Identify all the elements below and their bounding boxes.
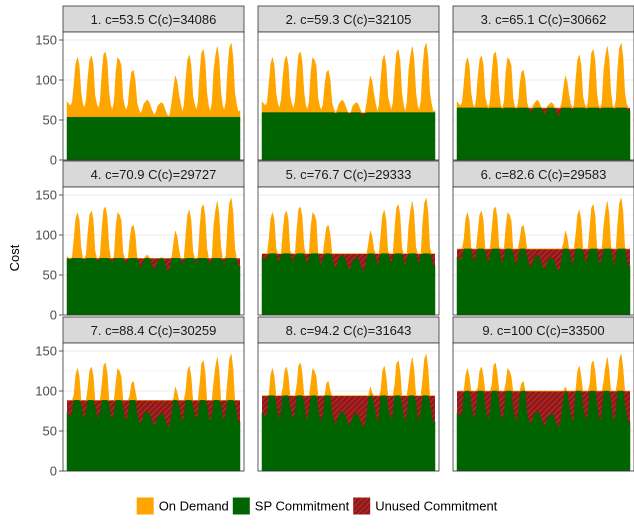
sp-commitment-area <box>66 400 241 472</box>
facet-panel-1: 1. c=53.5 C(c)=34086 <box>62 5 245 161</box>
sp-commitment-area <box>456 107 631 161</box>
panel-border <box>452 342 634 472</box>
panels-layer: 1. c=53.5 C(c)=34086 2. c=59.3 C(c)=32105… <box>62 5 634 472</box>
panel-border <box>452 186 634 316</box>
sp-commitment-area <box>261 112 436 161</box>
y-tick-label: 0 <box>50 308 57 323</box>
facet-strip-label: 1. c=53.5 C(c)=34086 <box>91 12 217 27</box>
sp-commitment-area <box>261 395 436 472</box>
facet-panel-6: 6. c=82.6 C(c)=29583 <box>452 160 634 316</box>
legend-swatch-sp-commitment <box>232 497 250 515</box>
y-tick-label: 150 <box>35 344 57 359</box>
facet-panel-4: 4. c=70.9 C(c)=29727 <box>62 160 245 316</box>
facet-strip <box>257 160 440 188</box>
facet-strip-label: 6. c=82.6 C(c)=29583 <box>481 167 607 182</box>
on-demand-area <box>456 43 630 109</box>
facet-strip-label: 2. c=59.3 C(c)=32105 <box>286 12 412 27</box>
facet-strip-label: 9. c=100 C(c)=33500 <box>482 323 604 338</box>
facet-strip-label: 7. c=88.4 C(c)=30259 <box>91 323 217 338</box>
y-tick-label: 100 <box>35 73 57 88</box>
facet-strip-label: 4. c=70.9 C(c)=29727 <box>91 167 217 182</box>
y-tick-label: 0 <box>50 153 57 168</box>
sp-commitment-area <box>261 253 436 316</box>
y-axis-title: Cost <box>7 244 22 271</box>
y-tick-label: 100 <box>35 228 57 243</box>
legend-label-on-demand: On Demand <box>159 499 229 514</box>
legend-label-sp-commitment: SP Commitment <box>255 499 350 514</box>
panel-border <box>257 31 440 161</box>
y-tick-label: 50 <box>43 424 57 439</box>
panel-border <box>62 342 245 472</box>
panel-border <box>62 186 245 316</box>
facet-panel-8: 8. c=94.2 C(c)=31643 <box>257 316 440 472</box>
y-tick-label: 150 <box>35 33 57 48</box>
on-demand-area <box>66 43 241 118</box>
y-tick-label: 50 <box>43 113 57 128</box>
facet-panel-9: 9. c=100 C(c)=33500 <box>452 316 634 472</box>
on-demand-area <box>262 354 435 396</box>
facet-panel-7: 7. c=88.4 C(c)=30259 <box>62 316 245 472</box>
panel-border <box>257 186 440 316</box>
panel-border <box>62 31 245 161</box>
facet-strip <box>62 5 245 33</box>
y-axis-layer: 0 50 100 150 0 50 100 150 0 50 100 150 <box>35 33 63 479</box>
legend-swatch-unused-commitment <box>353 497 371 515</box>
on-demand-area <box>66 198 240 259</box>
facet-strip <box>62 160 245 188</box>
on-demand-area <box>67 354 240 401</box>
y-tick-label: 50 <box>43 268 57 283</box>
facet-panel-3: 3. c=65.1 C(c)=30662 <box>452 5 634 161</box>
sp-commitment-area <box>66 257 241 316</box>
facet-strip <box>257 5 440 33</box>
sp-commitment-area <box>456 390 631 472</box>
facet-panel-5: 5. c=76.7 C(c)=29333 <box>257 160 440 316</box>
panel-border <box>257 342 440 472</box>
facet-panel-2: 2. c=59.3 C(c)=32105 <box>257 5 440 161</box>
legend-label-unused-commitment: Unused Commitment <box>375 499 497 514</box>
sp-commitment-area <box>456 248 631 316</box>
facet-strip-label: 5. c=76.7 C(c)=29333 <box>286 167 412 182</box>
legend: On Demand SP Commitment Unused Commitment <box>136 497 498 515</box>
y-tick-label: 150 <box>35 188 57 203</box>
facet-strip-label: 8. c=94.2 C(c)=31643 <box>286 323 412 338</box>
on-demand-area <box>457 198 630 250</box>
facet-strip <box>257 316 440 344</box>
y-tick-label: 0 <box>50 464 57 479</box>
legend-swatch-on-demand <box>136 497 154 515</box>
facet-strip-label: 3. c=65.1 C(c)=30662 <box>481 12 607 27</box>
on-demand-area <box>261 43 436 114</box>
facet-strip <box>62 316 245 344</box>
on-demand-area <box>457 354 630 392</box>
sp-commitment-area <box>66 116 241 161</box>
on-demand-area <box>262 198 435 254</box>
panel-border <box>452 31 634 161</box>
y-tick-label: 100 <box>35 384 57 399</box>
